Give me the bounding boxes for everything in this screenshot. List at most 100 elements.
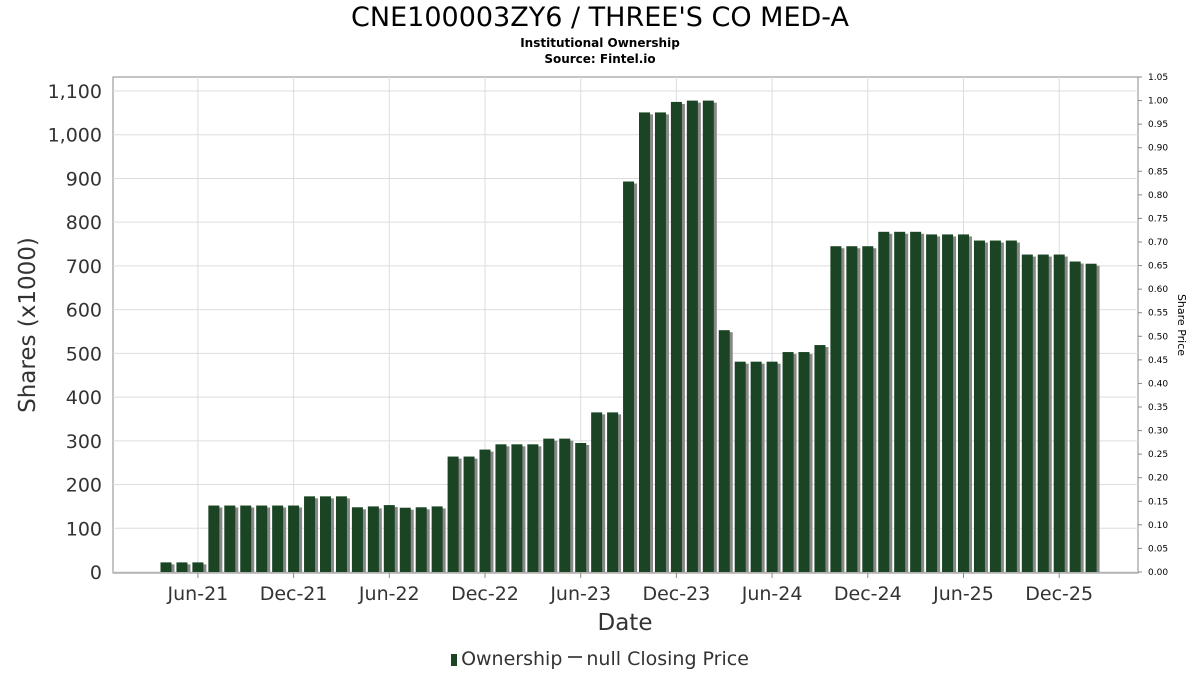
ownership-bar (846, 246, 858, 572)
ownership-bar (1053, 254, 1065, 573)
ownership-bar (766, 361, 778, 572)
y2-tick-label: 0.40 (1148, 379, 1168, 389)
y-tick-label: 0 (90, 562, 102, 584)
ownership-bar (160, 562, 172, 572)
price-line-swatch (568, 656, 583, 658)
x-tick-label: Dec-25 (1025, 583, 1093, 605)
ownership-bar (399, 507, 411, 572)
ownership-bar (718, 330, 730, 572)
ownership-bar (814, 345, 826, 572)
ownership-bar (639, 112, 650, 572)
ownership-bar (1021, 254, 1033, 573)
ownership-bar (670, 101, 682, 572)
x-tick-label: Dec-23 (642, 583, 710, 605)
ownership-bar (447, 456, 459, 572)
y-tick-label: 400 (66, 387, 102, 409)
x-tick-label: Dec-21 (260, 583, 328, 605)
ownership-bar (958, 234, 969, 572)
legend: Ownership null Closing Price (0, 648, 1200, 670)
ownership-bar (208, 505, 220, 572)
ownership-bar (431, 506, 443, 572)
ownership-bar (750, 361, 762, 572)
ownership-bar (989, 240, 1001, 572)
y-tick-label: 900 (66, 168, 102, 190)
y-tick-label: 200 (66, 475, 102, 497)
y2-tick-label: 0.70 (1148, 238, 1168, 248)
y-tick-label: 600 (66, 300, 102, 322)
y-tick-label: 1,000 (48, 125, 102, 147)
y2-tick-label: 0.30 (1148, 427, 1168, 437)
ownership-bar (686, 100, 698, 573)
ownership-bar (878, 231, 890, 572)
ownership-bar (894, 231, 906, 572)
ownership-bar (240, 505, 252, 572)
ownership-bar (830, 246, 842, 572)
ownership-bar (256, 505, 268, 572)
y2-tick-label: 0.80 (1148, 191, 1168, 201)
ownership-bar (1005, 240, 1017, 572)
y2-tick-label: 0.35 (1148, 403, 1168, 413)
ownership-bar (272, 505, 284, 572)
y2-tick-label: 1.05 (1148, 73, 1168, 83)
y2-tick-label: 1.00 (1148, 97, 1168, 107)
x-tick-label: Jun-21 (167, 583, 229, 605)
ownership-bar (798, 352, 810, 572)
x-tick-label: Dec-22 (451, 583, 519, 605)
ownership-bar (415, 507, 427, 572)
y2-tick-label: 0.65 (1148, 262, 1168, 272)
ownership-bar (543, 438, 555, 572)
ownership-bar (495, 444, 507, 572)
ownership-bar (304, 496, 316, 572)
x-axis-label: Date (598, 610, 653, 636)
ownership-bar (973, 240, 985, 572)
ownership-bar (559, 438, 571, 572)
ownership-bar (511, 444, 523, 572)
y-tick-label: 300 (66, 431, 102, 453)
x-tick-label: Jun-25 (932, 583, 994, 605)
ownership-bar (367, 506, 379, 572)
x-tick-label: Jun-24 (741, 583, 803, 605)
chart-subtitle: Institutional Ownership (520, 36, 680, 50)
ownership-bar (575, 443, 587, 572)
ownership-bar (623, 181, 635, 573)
y-tick-label: 100 (66, 518, 102, 540)
y2-tick-label: 0.50 (1148, 332, 1168, 342)
y2-tick-label: 0.10 (1148, 521, 1168, 531)
y2-tick-label: 0.45 (1148, 356, 1168, 366)
ownership-swatch (451, 654, 458, 666)
x-tick-label: Dec-24 (834, 583, 902, 605)
ownership-bar (288, 505, 300, 572)
ownership-bar (862, 246, 874, 572)
ownership-bar (479, 449, 491, 572)
ownership-bar (1069, 261, 1081, 572)
y2-tick-label: 0.15 (1148, 497, 1168, 507)
y-tick-label: 800 (66, 212, 102, 234)
y2-tick-label: 0.90 (1148, 144, 1168, 154)
y2-tick-label: 0.05 (1148, 544, 1168, 554)
ownership-bar (192, 562, 204, 572)
legend-ownership: Ownership (461, 648, 563, 670)
y2-tick-label: 0.60 (1148, 285, 1168, 295)
ownership-bar (942, 234, 954, 572)
ownership-bar (702, 100, 714, 573)
x-tick-label: Jun-22 (358, 583, 420, 605)
y2-tick-label: 0.85 (1148, 167, 1168, 177)
legend-price: null Closing Price (586, 648, 749, 670)
chart-source: Source: Fintel.io (544, 52, 656, 66)
y-tick-label: 1,100 (48, 81, 102, 103)
y2-tick-label: 0.00 (1148, 568, 1168, 578)
chart-title: CNE100003ZY6 / THREE'S CO MED-A (351, 2, 849, 33)
ownership-bar (527, 444, 539, 572)
ownership-bar (910, 231, 922, 572)
ownership-bar (607, 412, 619, 572)
ownership-bar (176, 562, 188, 572)
ownership-bar (335, 496, 347, 572)
ownership-bar (1037, 254, 1049, 573)
y2-tick-label: 0.20 (1148, 474, 1168, 484)
x-tick-label: Jun-23 (549, 583, 611, 605)
y2-tick-label: 0.25 (1148, 450, 1168, 460)
y2-axis-label: Share Price (1175, 294, 1188, 356)
y-tick-label: 700 (66, 256, 102, 278)
